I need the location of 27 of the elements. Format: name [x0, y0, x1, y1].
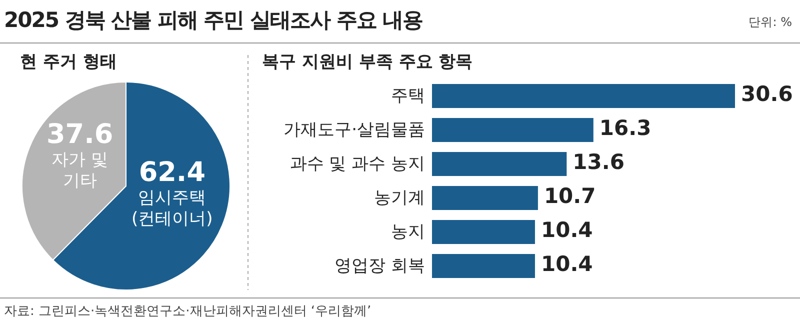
data-label: 62.4	[138, 156, 206, 188]
y-tick-label: 가재도구·살림물품	[284, 119, 425, 141]
bar	[432, 220, 535, 244]
data-label: 10.4	[540, 252, 593, 276]
y-tick-label: 농지	[391, 221, 425, 243]
bar	[432, 118, 594, 142]
chart-subtitle: 현 주거 형태	[20, 51, 117, 73]
chart-title: 2025 경북 산불 피해 주민 실태조사 주요 내용	[4, 7, 423, 34]
bar	[432, 152, 567, 176]
text: 자료: 그린피스·녹색전환연구소·재난피해자권리센터 ‘우리함께’	[4, 303, 372, 320]
data-label: 10.7	[544, 184, 596, 208]
data-label: 13.6	[572, 150, 624, 174]
bar	[432, 254, 535, 278]
y-tick-label: 농기계	[374, 187, 425, 209]
data-label: 10.4	[540, 218, 593, 242]
slice-label: 임시주택 (컨테이너)	[130, 188, 214, 230]
bar	[432, 186, 538, 210]
bar	[432, 84, 735, 108]
y-tick-label: 과수 및 과수 농지	[290, 153, 425, 175]
slice-label: 자가 및 기타	[50, 150, 110, 192]
chart-title: 복구 지원비 부족 주요 항목	[262, 51, 473, 73]
text: 단위: %	[748, 14, 792, 31]
data-label: 37.6	[46, 119, 114, 150]
data-label: 30.6	[741, 82, 793, 106]
data-label: 16.3	[599, 116, 652, 140]
y-tick-label: 주택	[391, 85, 425, 107]
y-tick-label: 영업장 회복	[334, 255, 425, 277]
